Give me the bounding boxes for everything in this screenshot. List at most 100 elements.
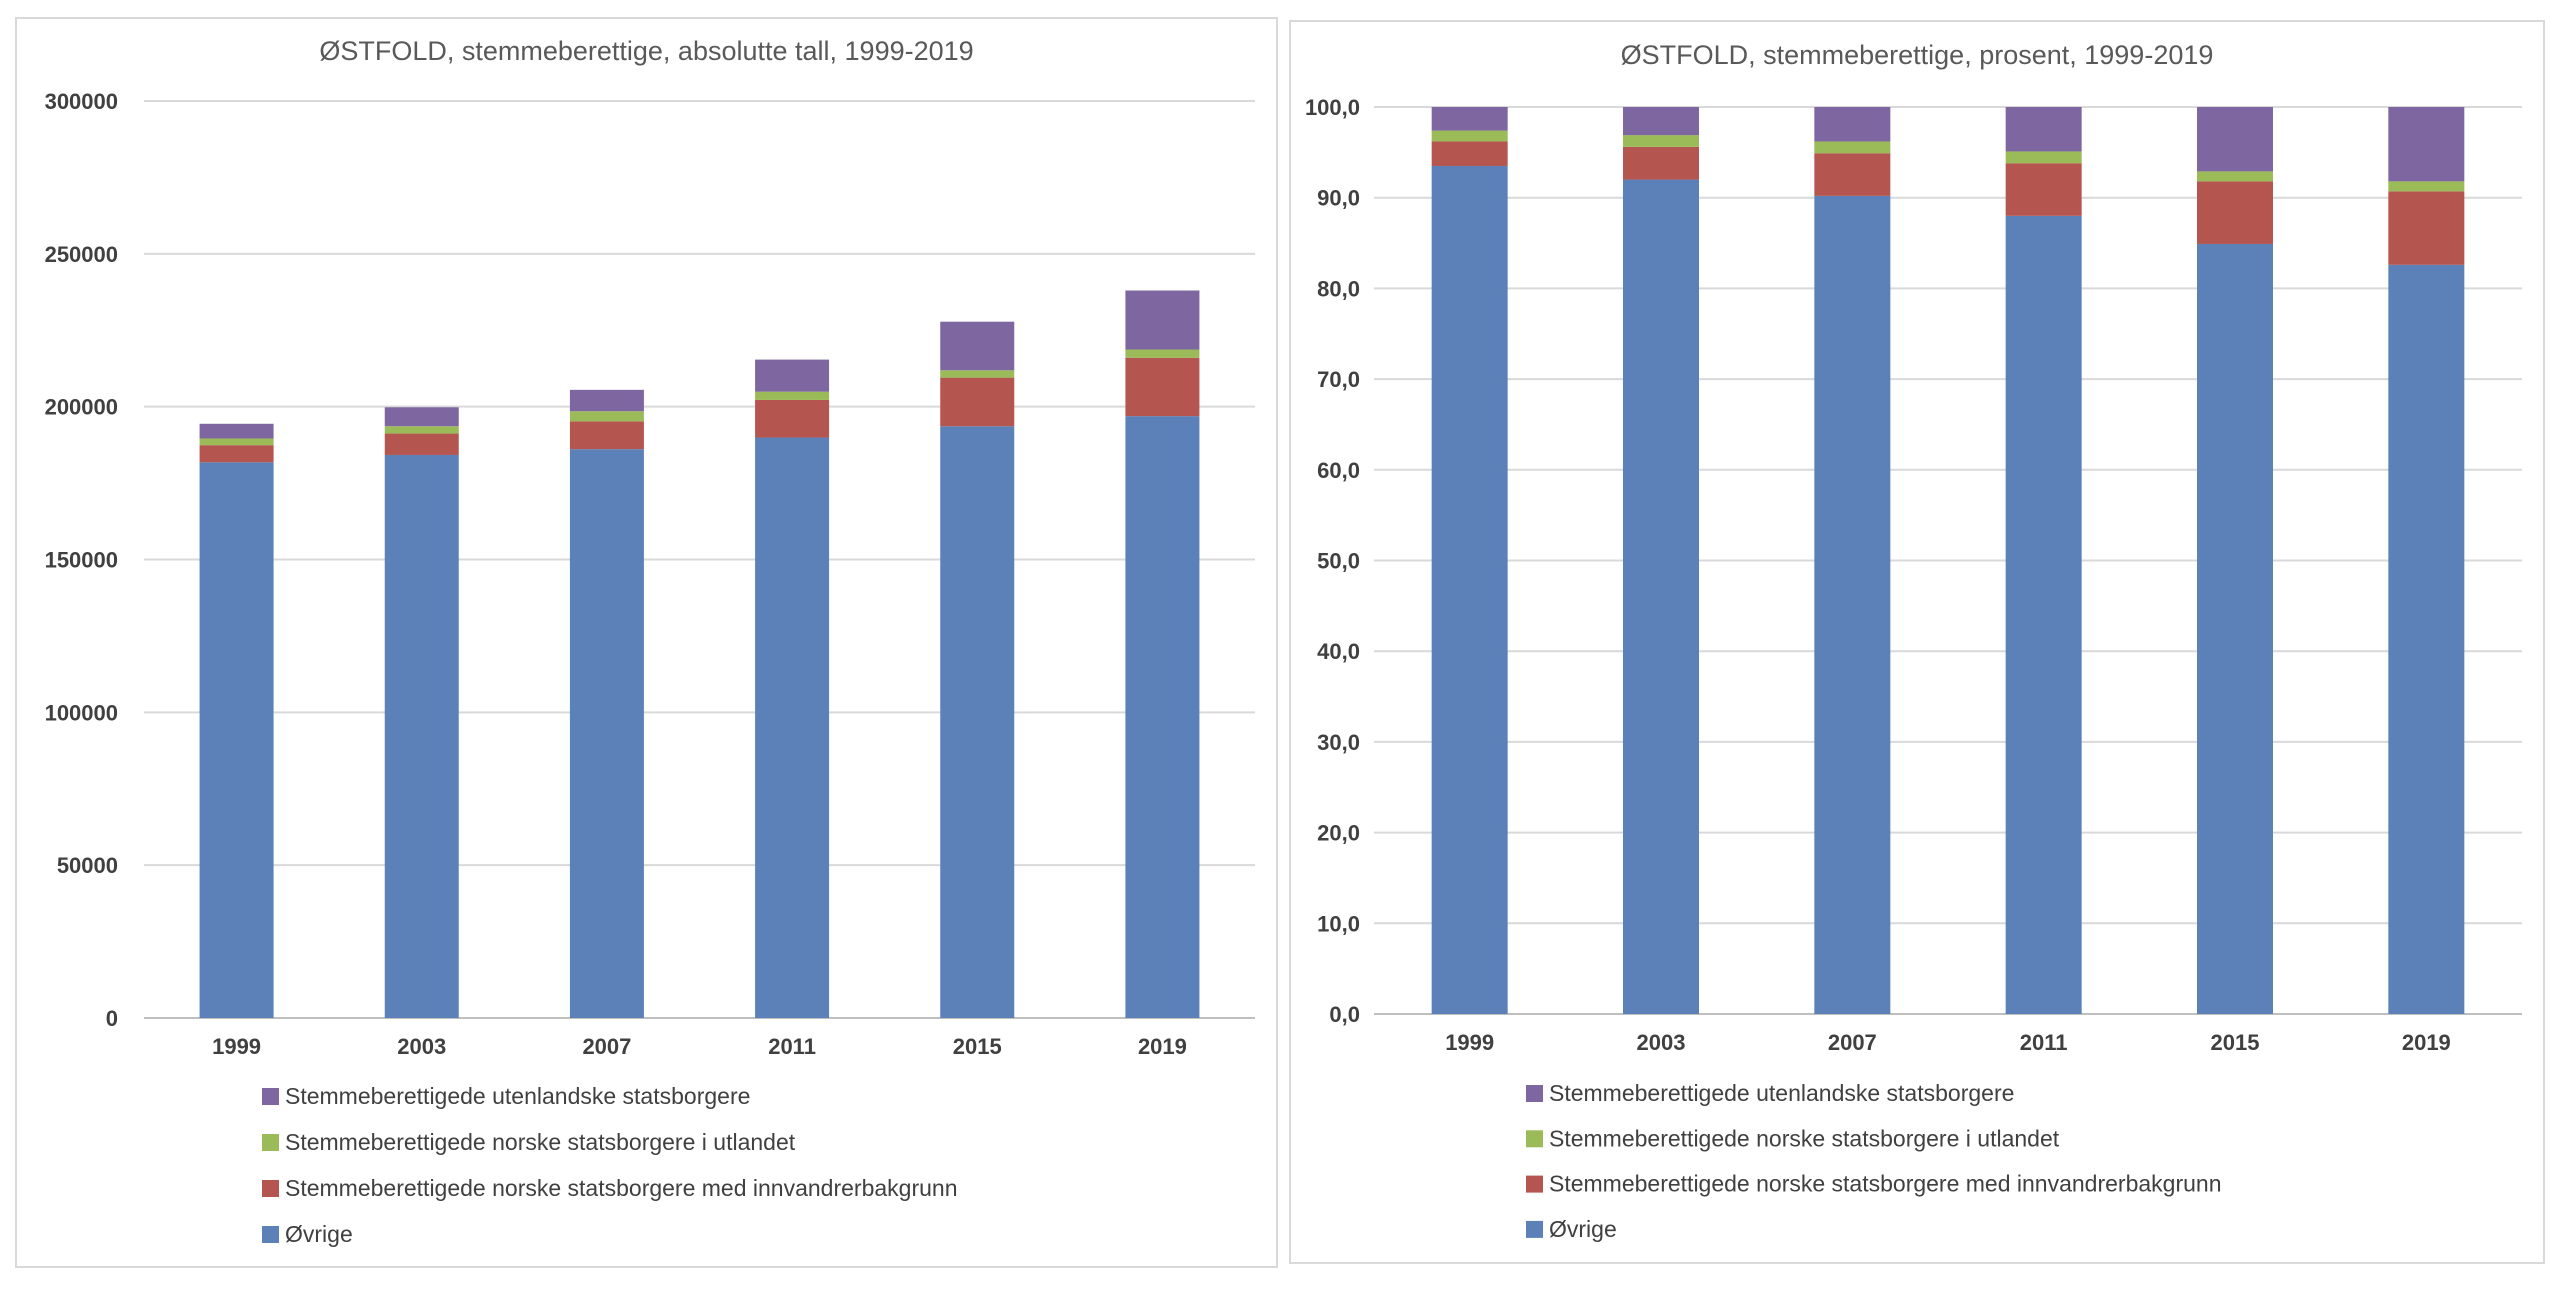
bar-segment-2011-series-4 xyxy=(755,359,830,392)
x-tick-label: 2011 xyxy=(768,1034,816,1059)
y-tick-label: 50000 xyxy=(57,853,118,878)
bar-segment-2015-series-1 xyxy=(940,426,1015,1018)
y-tick-label: 150000 xyxy=(45,548,118,573)
x-tick-label: 1999 xyxy=(212,1034,261,1059)
bar-segment-1999-series-3 xyxy=(1431,130,1508,142)
legend-item: Stemmeberettigede norske statsborgere me… xyxy=(1526,1171,2222,1197)
bar-segment-2007-series-4 xyxy=(1814,107,1891,142)
chart-1: ØSTFOLD, stemmeberettige, absolutte tall… xyxy=(15,17,1278,1268)
legend-swatch xyxy=(1526,1175,1543,1193)
bar-segment-2007-series-1 xyxy=(1814,195,1891,1015)
bar-segment-1999-series-4 xyxy=(1431,107,1508,131)
legend-swatch xyxy=(1526,1130,1543,1148)
bar-segment-2003-series-3 xyxy=(1623,135,1699,147)
legend-swatch xyxy=(262,1180,279,1197)
bar-segment-2003-series-4 xyxy=(384,407,459,427)
bar-segment-2003-series-1 xyxy=(384,454,459,1018)
bar-segment-2003-series-2 xyxy=(1623,146,1699,180)
bar-segment-2003-series-3 xyxy=(384,426,459,434)
y-tick-label: 0,0 xyxy=(1329,1002,1360,1027)
legend-label: Stemmeberettigede norske statsborgere i … xyxy=(285,1129,796,1155)
legend-label: Stemmeberettigede norske statsborgere me… xyxy=(1549,1171,2222,1197)
legend-label: Øvrige xyxy=(1549,1216,1617,1242)
y-tick-label: 10,0 xyxy=(1317,911,1360,936)
x-tick-label: 2019 xyxy=(1138,1034,1187,1059)
y-tick-label: 70,0 xyxy=(1317,367,1360,392)
legend-item: Øvrige xyxy=(262,1221,353,1247)
bar-segment-2015-series-3 xyxy=(940,370,1015,378)
legend-item: Øvrige xyxy=(1526,1216,1617,1242)
legend-label: Øvrige xyxy=(285,1221,353,1247)
y-tick-label: 30,0 xyxy=(1317,730,1360,755)
legend-item: Stemmeberettigede utenlandske statsborge… xyxy=(262,1083,750,1109)
legend-label: Stemmeberettigede utenlandske statsborge… xyxy=(285,1083,750,1109)
bar-segment-2015-series-3 xyxy=(2197,171,2273,182)
bar-segment-2003-series-4 xyxy=(1623,107,1699,136)
bar-segment-2011-series-4 xyxy=(2005,107,2082,152)
bar-segment-2007-series-3 xyxy=(569,411,644,422)
legend-item: Stemmeberettigede norske statsborgere i … xyxy=(262,1129,796,1155)
y-tick-label: 60,0 xyxy=(1317,458,1360,483)
bar-segment-2011-series-3 xyxy=(2005,151,2082,164)
bar-segment-2007-series-1 xyxy=(569,449,644,1019)
bar-segment-2019-series-4 xyxy=(1125,290,1200,350)
y-tick-label: 200000 xyxy=(45,395,118,420)
y-tick-label: 90,0 xyxy=(1317,186,1360,211)
bar-segment-2015-series-1 xyxy=(2197,243,2273,1014)
x-tick-label: 2015 xyxy=(2211,1030,2260,1055)
bar-segment-2007-series-2 xyxy=(569,421,644,450)
y-tick-label: 0 xyxy=(106,1006,118,1031)
x-tick-label: 2003 xyxy=(1637,1030,1686,1055)
y-tick-label: 80,0 xyxy=(1317,276,1360,301)
bar-segment-2007-series-4 xyxy=(569,389,644,412)
y-tick-label: 250000 xyxy=(45,242,118,267)
bar-segment-2019-series-2 xyxy=(1125,357,1200,417)
y-tick-label: 20,0 xyxy=(1317,821,1360,846)
bar-segment-2015-series-4 xyxy=(2197,107,2273,172)
bar-segment-2015-series-4 xyxy=(940,321,1015,371)
chart-title: ØSTFOLD, stemmeberettige, absolutte tall… xyxy=(319,36,973,66)
bar-segment-2019-series-3 xyxy=(1125,349,1200,358)
y-tick-label: 50,0 xyxy=(1317,549,1360,574)
bar-segment-2003-series-1 xyxy=(1623,179,1699,1014)
legend-swatch xyxy=(262,1134,279,1151)
y-tick-label: 40,0 xyxy=(1317,639,1360,664)
chart-title: ØSTFOLD, stemmeberettige, prosent, 1999-… xyxy=(1621,40,2214,70)
bar-segment-2011-series-2 xyxy=(755,399,830,438)
bar-segment-2011-series-1 xyxy=(755,437,830,1018)
bar-segment-2019-series-3 xyxy=(2388,181,2465,192)
bar-segment-2003-series-2 xyxy=(384,433,459,455)
bar-segment-1999-series-2 xyxy=(1431,141,1508,166)
legend-item: Stemmeberettigede norske statsborgere i … xyxy=(1526,1125,2060,1151)
bar-segment-2011-series-2 xyxy=(2005,163,2082,216)
bar-segment-1999-series-4 xyxy=(199,423,274,439)
bar-segment-2011-series-3 xyxy=(755,391,830,400)
x-tick-label: 2011 xyxy=(2020,1030,2068,1055)
bar-segment-2015-series-2 xyxy=(2197,181,2273,244)
bar-segment-1999-series-3 xyxy=(199,438,274,446)
bar-segment-2019-series-2 xyxy=(2388,191,2465,265)
legend-label: Stemmeberettigede utenlandske statsborge… xyxy=(1549,1080,2014,1106)
bar-segment-2019-series-1 xyxy=(1125,416,1200,1018)
legend-item: Stemmeberettigede utenlandske statsborge… xyxy=(1526,1080,2014,1106)
bar-segment-2019-series-1 xyxy=(2388,264,2465,1014)
bar-segment-2019-series-4 xyxy=(2388,107,2465,182)
bar-segment-2007-series-2 xyxy=(1814,153,1891,196)
legend-label: Stemmeberettigede norske statsborgere i … xyxy=(1549,1125,2060,1151)
y-tick-label: 300000 xyxy=(45,89,118,114)
legend-swatch xyxy=(1526,1085,1543,1102)
bar-segment-2007-series-3 xyxy=(1814,141,1891,154)
y-tick-label: 100,0 xyxy=(1305,95,1360,120)
bar-segment-1999-series-2 xyxy=(199,445,274,463)
x-tick-label: 2007 xyxy=(582,1034,631,1059)
x-tick-label: 2003 xyxy=(397,1034,446,1059)
legend-swatch xyxy=(262,1226,279,1243)
bar-segment-2011-series-1 xyxy=(2005,215,2082,1015)
legend-swatch xyxy=(262,1088,279,1105)
bar-segment-1999-series-1 xyxy=(1431,165,1508,1014)
x-tick-label: 2007 xyxy=(1828,1030,1877,1055)
x-tick-label: 1999 xyxy=(1445,1030,1494,1055)
legend-swatch xyxy=(1526,1220,1543,1238)
bar-segment-1999-series-1 xyxy=(199,462,274,1019)
